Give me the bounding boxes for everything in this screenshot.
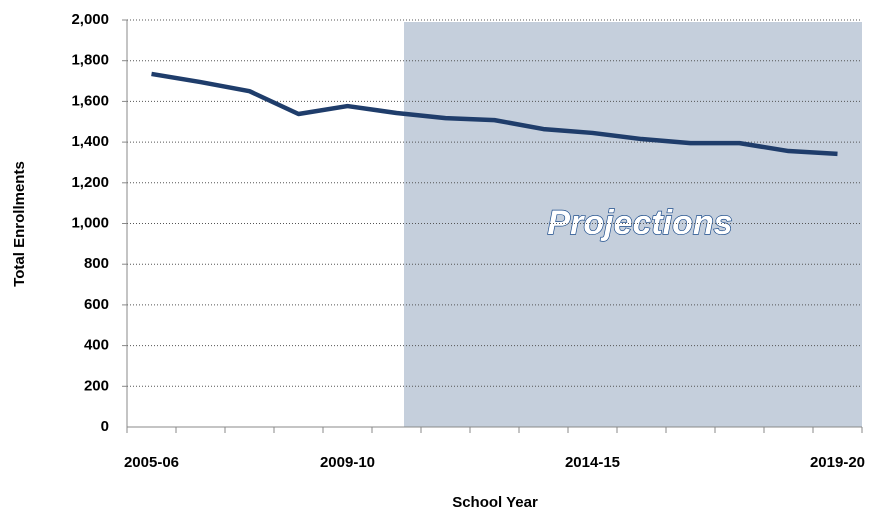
- x-tick-label: 2019-20: [810, 454, 865, 471]
- x-axis-label: School Year: [452, 494, 538, 511]
- y-tick-label: 800: [84, 255, 109, 272]
- y-axis-label: Total Enrollments: [11, 161, 28, 287]
- y-tick-label: 400: [84, 337, 109, 354]
- y-tick-label: 1,800: [71, 52, 109, 69]
- y-tick-label: 1,400: [71, 133, 109, 150]
- y-tick-label: 0: [101, 418, 109, 435]
- x-tick-label: 2009-10: [320, 454, 375, 471]
- y-tick-label: 2,000: [71, 11, 109, 28]
- annotation: Projections: [547, 204, 732, 242]
- x-tick-label: 2005-06: [124, 454, 179, 471]
- y-tick-label: 200: [84, 377, 109, 394]
- y-tick-label: 1,000: [71, 214, 109, 231]
- y-tick-label: 1,200: [71, 174, 109, 191]
- y-tick-label: 1,600: [71, 92, 109, 109]
- line-series: [151, 71, 838, 157]
- y-tick-label: 600: [84, 296, 109, 313]
- projection-shade: [404, 22, 862, 427]
- x-tick-label: 2014-15: [565, 454, 620, 471]
